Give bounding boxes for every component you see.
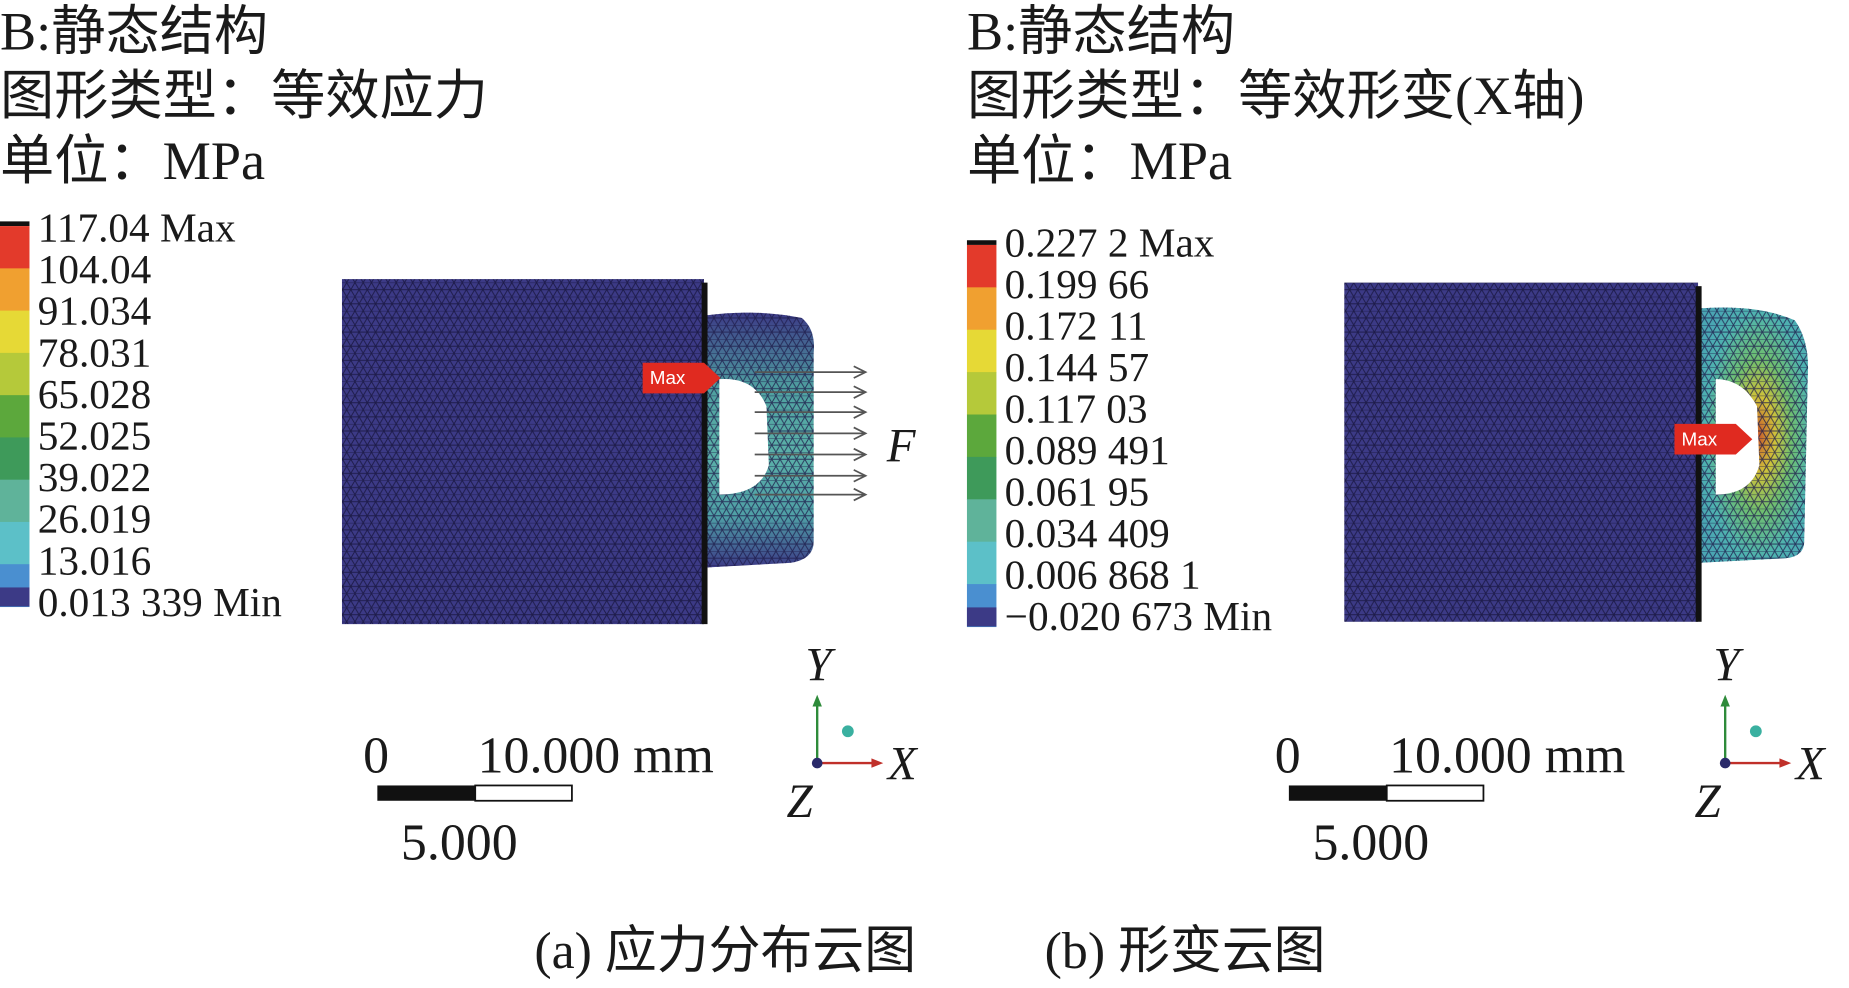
scale-length: 10.000 mm (478, 728, 714, 785)
legend-label: 0.117 03 (1005, 386, 1148, 432)
legend-swatch (0, 226, 30, 269)
legend-swatch (0, 437, 30, 481)
axis-x-head (1779, 758, 1792, 768)
panel-header: 单位：MPa (0, 131, 265, 191)
handle-hole (719, 379, 769, 495)
legend-cap (0, 221, 30, 227)
legend-swatch (966, 372, 997, 416)
legend-swatch (0, 587, 30, 607)
legend-label: 0.199 66 (1005, 261, 1149, 307)
legend-label: 39.022 (38, 454, 151, 500)
force-arrow-head (853, 385, 868, 399)
legend-label: 0.172 11 (1005, 303, 1148, 349)
force-arrow-head (853, 487, 868, 502)
max-probe (1674, 423, 1753, 455)
legend-cap (966, 240, 997, 245)
legend-label: 0.006 868 1 (1005, 552, 1201, 598)
scale-zero: 0 (363, 728, 389, 785)
legend-swatch (966, 287, 997, 331)
scale-bar-light (474, 784, 573, 802)
axis-y-label: Y (1713, 640, 1744, 692)
legend-label: 0.034 409 (1005, 510, 1170, 556)
max-probe-label: Max (650, 367, 686, 388)
panel-header: 单位：MPa (967, 131, 1232, 191)
scale-bar-dark (1288, 785, 1387, 801)
legend-label: 13.016 (38, 537, 151, 583)
panel-header: 图形类型：等效应力 (0, 66, 488, 126)
scale-bar-light (1385, 784, 1485, 802)
force-arrow-head (853, 405, 868, 419)
max-probe (642, 362, 721, 394)
axis-y-label: Y (805, 640, 836, 692)
legend-swatch (966, 541, 997, 585)
legend-swatch (966, 607, 997, 627)
axis-x-label: X (1794, 739, 1827, 791)
legend-label: 65.028 (38, 371, 151, 417)
legend-swatch (0, 395, 30, 438)
legend-swatch (966, 499, 997, 543)
view-dot (841, 725, 854, 738)
legend-label: 0.144 57 (1005, 344, 1149, 390)
legend-label: 26.019 (38, 496, 151, 542)
force-arrow-head (853, 426, 868, 441)
mesh-body (1344, 282, 1699, 622)
legend-label: 104.04 (38, 246, 151, 292)
scale-half: 5.000 (401, 815, 518, 872)
scale-length: 10.000 mm (1389, 728, 1625, 785)
legend-label: 91.034 (38, 288, 151, 334)
force-arrow-head (853, 447, 868, 462)
scale-zero: 0 (1275, 728, 1301, 785)
axis-x-head (871, 758, 884, 768)
axis-x-label: X (886, 739, 919, 791)
legend-swatch (966, 414, 997, 458)
legend-swatch (966, 244, 997, 288)
legend-swatch (966, 329, 997, 373)
legend-swatch (966, 456, 997, 500)
legend-label: 117.04 Max (38, 204, 236, 250)
legend-swatch (0, 479, 30, 523)
legend-swatch (0, 521, 30, 565)
force-arrow-head (853, 469, 868, 483)
mesh-body (341, 279, 704, 625)
legend-label: 0.061 95 (1005, 469, 1149, 515)
view-dot (1749, 725, 1762, 738)
panel-caption: (b) 形变云图 (1045, 923, 1326, 980)
axis-origin (811, 757, 823, 769)
panel-header: B:静态结构 (0, 1, 268, 61)
axis-origin (1719, 757, 1731, 769)
legend-label: 52.025 (38, 413, 151, 459)
axis-z-label: Z (1695, 776, 1722, 828)
legend-swatch (0, 310, 30, 354)
scale-bar-dark (377, 785, 476, 801)
panel-header: 图形类型：等效形变(X轴) (967, 66, 1585, 126)
legend-label: 78.031 (38, 329, 151, 375)
force-arrow-head (853, 365, 868, 379)
panel-header: B:静态结构 (967, 1, 1235, 61)
legend-label: 0.089 491 (1005, 427, 1170, 473)
legend-swatch (0, 352, 30, 396)
legend-label: 0.013 339 Min (38, 579, 282, 625)
mesh-edge (701, 282, 708, 625)
axis-z-label: Z (787, 776, 814, 828)
scale-half: 5.000 (1312, 815, 1429, 872)
legend-label: 0.227 2 Max (1005, 220, 1215, 266)
legend-swatch (0, 268, 30, 312)
panel-caption: (a) 应力分布云图 (534, 923, 916, 980)
axis-y-head (1720, 694, 1730, 707)
max-probe-label: Max (1682, 428, 1718, 449)
force-label: F (886, 421, 917, 473)
axis-y-head (812, 694, 822, 707)
legend-label: −0.020 673 Min (1005, 593, 1272, 639)
